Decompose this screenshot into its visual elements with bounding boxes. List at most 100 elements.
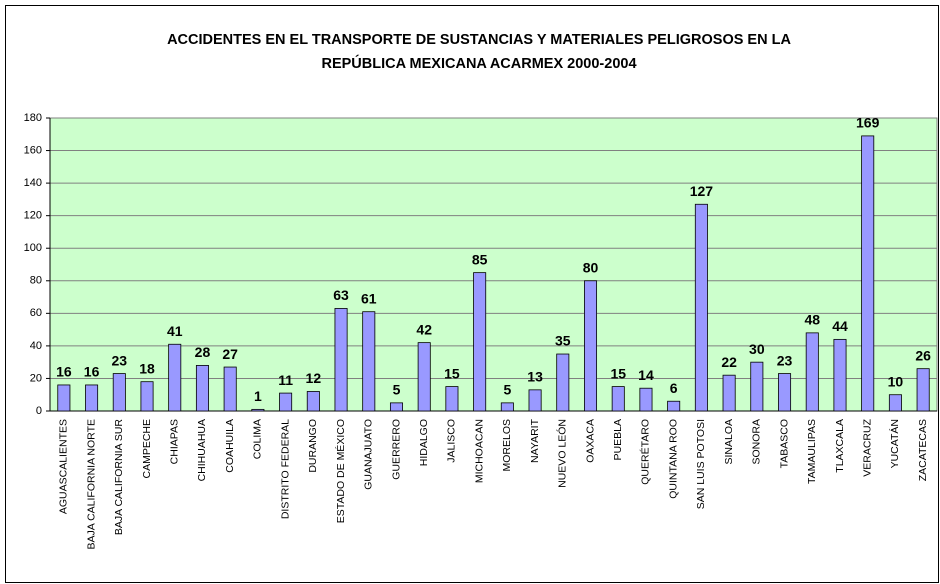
x-tick-label: HIDALGO bbox=[418, 419, 430, 466]
x-tick-label: OAXACA bbox=[584, 419, 596, 463]
bar bbox=[85, 384, 99, 412]
x-tick-label: COAHUILA bbox=[224, 419, 236, 473]
bar bbox=[251, 408, 265, 412]
value-label: 5 bbox=[503, 382, 511, 398]
y-tick-label: 20 bbox=[30, 372, 42, 384]
bar bbox=[667, 400, 681, 412]
x-tick-label: ESTADO DE MÉXICO bbox=[334, 419, 347, 523]
bar bbox=[389, 402, 403, 412]
x-tick-label: VERACRUZ bbox=[861, 418, 873, 476]
y-tick-label: 180 bbox=[24, 112, 42, 124]
x-tick-label: CAMPECHE bbox=[141, 419, 153, 479]
x-tick-label: NAYARIT bbox=[529, 418, 541, 463]
x-tick-label: SONORA bbox=[751, 419, 763, 465]
bar bbox=[528, 389, 542, 412]
bar bbox=[334, 308, 348, 412]
x-tick-label: MORELOS bbox=[501, 419, 513, 472]
value-label: 12 bbox=[306, 370, 322, 386]
y-tick-label: 120 bbox=[24, 210, 42, 222]
value-label: 11 bbox=[278, 372, 293, 388]
x-tick-label: QUERÉTARO bbox=[639, 419, 652, 485]
bar bbox=[500, 402, 514, 412]
value-label: 22 bbox=[721, 354, 737, 370]
value-label: 35 bbox=[555, 333, 571, 349]
x-tick-label: TABASCO bbox=[778, 419, 790, 468]
value-label: 28 bbox=[195, 344, 211, 360]
value-label: 23 bbox=[777, 352, 793, 368]
value-label: 26 bbox=[915, 347, 931, 363]
value-label: 5 bbox=[393, 382, 401, 398]
bar bbox=[722, 374, 736, 412]
bar bbox=[57, 384, 71, 412]
x-tick-label: SAN LUIS POTOSI bbox=[695, 419, 707, 509]
bar bbox=[916, 368, 930, 412]
value-label: 18 bbox=[139, 360, 155, 376]
bar bbox=[694, 203, 708, 412]
x-tick-label: CHIAPAS bbox=[169, 419, 181, 464]
bar bbox=[639, 387, 653, 412]
value-label: 127 bbox=[690, 183, 714, 199]
x-tick-label: GUERRERO bbox=[390, 419, 402, 480]
value-label: 13 bbox=[527, 369, 543, 385]
x-tick-label: BAJA CALIFORNIA NORTE bbox=[85, 419, 97, 550]
x-tick-label: ZACATECAS bbox=[917, 419, 929, 481]
bar bbox=[750, 361, 764, 412]
bar bbox=[556, 353, 570, 412]
bar bbox=[417, 342, 431, 412]
bar bbox=[112, 373, 126, 412]
bar bbox=[805, 332, 819, 412]
bar bbox=[223, 366, 237, 412]
value-label: 10 bbox=[888, 373, 904, 389]
plot-area bbox=[49, 117, 938, 412]
x-tick-label: SINALOA bbox=[723, 419, 735, 465]
bar bbox=[195, 365, 209, 412]
bar bbox=[140, 381, 154, 412]
x-tick-label: MICHOACAN bbox=[473, 419, 485, 483]
value-label: 63 bbox=[333, 287, 349, 303]
y-tick-label: 80 bbox=[30, 275, 42, 287]
value-label: 16 bbox=[84, 364, 100, 380]
x-tick-label: YUCATÁN bbox=[888, 419, 901, 468]
x-tick-label: NUEVO LEÓN bbox=[556, 419, 569, 488]
x-tick-label: QUINTANA ROO bbox=[667, 419, 679, 499]
chart-title: ACCIDENTES EN EL TRANSPORTE DE SUSTANCIA… bbox=[167, 32, 791, 48]
value-label: 41 bbox=[167, 323, 183, 339]
x-tick-label: JALISCO bbox=[446, 419, 458, 463]
value-label: 23 bbox=[112, 352, 128, 368]
chart-title: REPÚBLICA MEXICANA ACARMEX 2000-2004 bbox=[321, 54, 636, 72]
bar bbox=[445, 386, 459, 412]
y-tick-label: 0 bbox=[36, 405, 42, 417]
x-tick-label: BAJA CALIFORNIA SUR bbox=[113, 419, 125, 536]
value-label: 15 bbox=[610, 365, 626, 381]
x-tick-label: TAMAULIPAS bbox=[806, 419, 818, 484]
bar bbox=[279, 392, 293, 412]
bar bbox=[473, 272, 487, 412]
x-tick-label: CHIHUAHUA bbox=[196, 419, 208, 481]
y-tick-label: 160 bbox=[24, 144, 42, 156]
bar bbox=[584, 280, 598, 412]
x-tick-label: AGUASCALIENTES bbox=[58, 419, 70, 514]
bar bbox=[861, 135, 875, 412]
y-tick-label: 40 bbox=[30, 340, 42, 352]
value-label: 6 bbox=[670, 380, 678, 396]
value-label: 61 bbox=[361, 290, 377, 306]
bar bbox=[168, 343, 182, 412]
y-tick-label: 60 bbox=[30, 307, 42, 319]
value-label: 80 bbox=[583, 259, 599, 275]
x-tick-label: GUANAJUATO bbox=[363, 419, 375, 490]
bar bbox=[362, 311, 376, 412]
bar bbox=[888, 394, 902, 412]
value-label: 16 bbox=[56, 364, 72, 380]
bar bbox=[306, 391, 320, 412]
value-label: 48 bbox=[804, 312, 820, 328]
bar bbox=[778, 373, 792, 412]
y-tick-label: 100 bbox=[24, 242, 42, 254]
bar bbox=[833, 338, 847, 412]
x-tick-label: DISTRITO FEDERAL bbox=[279, 419, 291, 519]
value-label: 15 bbox=[444, 365, 460, 381]
x-tick-label: DURANGO bbox=[307, 419, 319, 473]
x-tick-label: COLIMA bbox=[252, 419, 264, 459]
value-label: 44 bbox=[832, 318, 848, 334]
value-label: 27 bbox=[222, 346, 238, 362]
